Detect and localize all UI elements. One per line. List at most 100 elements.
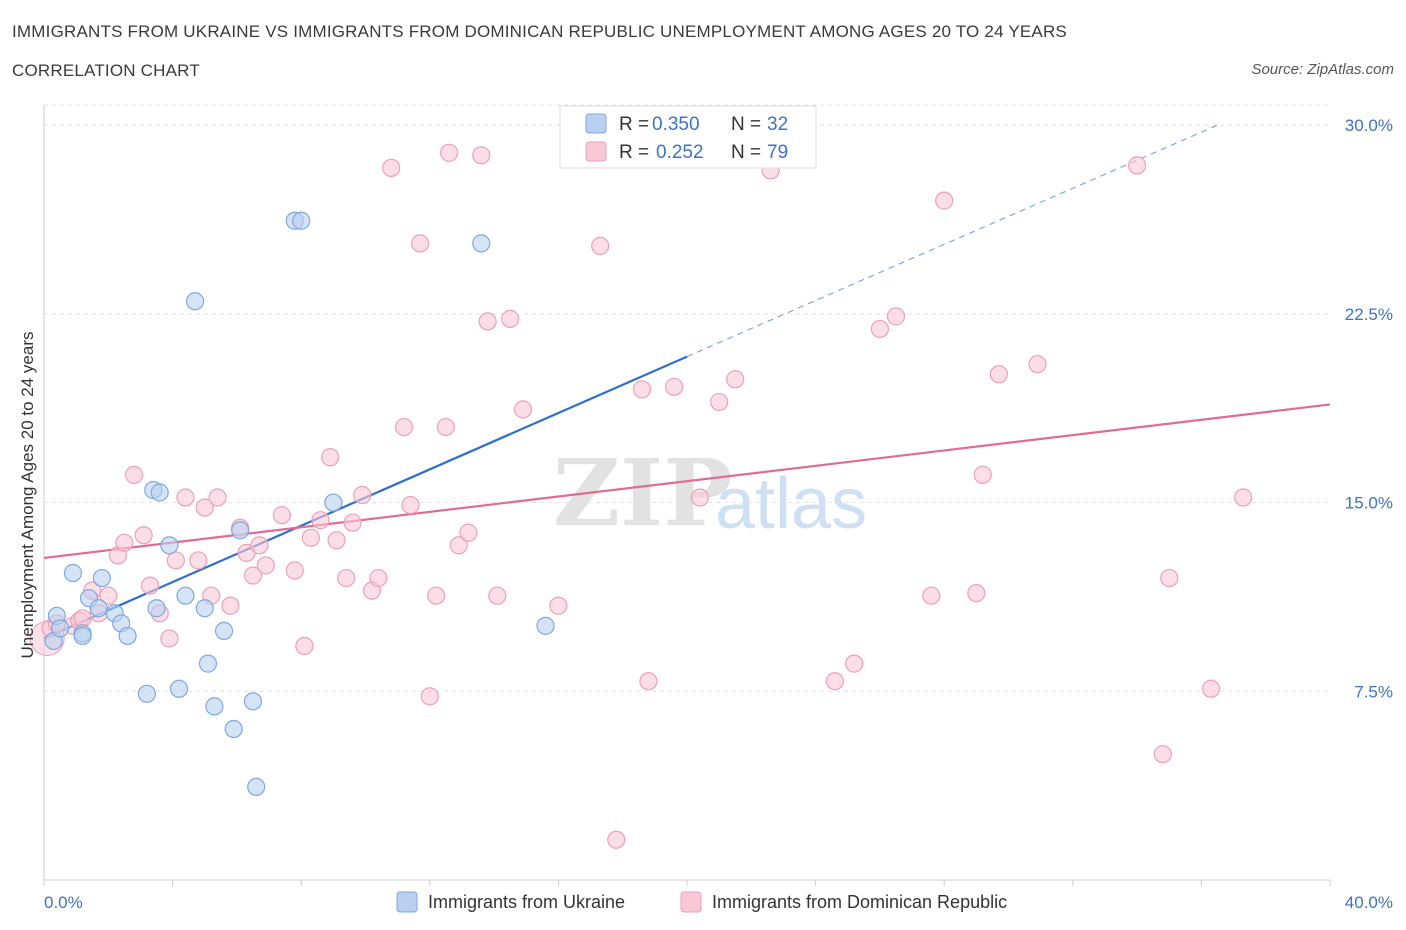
data-point-ukraine [292, 211, 311, 230]
data-point-dominican [140, 576, 160, 595]
data-point-dominican [922, 586, 941, 605]
trend-line-dominican [43, 403, 1331, 560]
data-point-ukraine [150, 483, 169, 502]
legend-n-label-ukraine: N = [731, 114, 761, 135]
data-point-dominican [549, 596, 568, 615]
data-point-ukraine [472, 234, 491, 253]
chart-subtitle: CORRELATION CHART [12, 61, 200, 80]
data-point-dominican [967, 584, 986, 603]
stats-legend: R = 0.350 N = 32 R = 0.252 N = 79 [559, 105, 817, 169]
data-point-dominican [973, 465, 992, 484]
data-point-dominican [427, 586, 446, 605]
legend-r-value-ukraine: 0.350 [652, 114, 700, 135]
chart-title: IMMIGRANTS FROM UKRAINE VS IMMIGRANTS FR… [12, 22, 1067, 41]
data-point-dominican [845, 654, 864, 673]
data-point-dominican [1153, 745, 1172, 764]
data-point-ukraine [118, 626, 137, 646]
legend-r-value-dominican: 0.252 [656, 142, 704, 163]
data-point-ukraine [147, 599, 166, 618]
trend-line-ukraine-extension [686, 124, 1218, 358]
data-point-dominican [189, 551, 208, 570]
x-tick-label-min: 0.0% [44, 893, 83, 912]
data-point-dominican [1234, 488, 1253, 507]
data-point-ukraine [89, 599, 108, 618]
data-point-dominican [327, 531, 346, 550]
data-point-dominican [369, 568, 388, 588]
data-point-dominican [436, 417, 455, 437]
data-point-dominican [710, 392, 729, 412]
data-point-dominican [825, 672, 844, 691]
data-point-dominican [272, 506, 292, 525]
data-point-dominican [488, 586, 507, 605]
data-point-ukraine [231, 521, 250, 540]
data-point-dominican [607, 830, 626, 849]
data-point-ukraine [186, 292, 205, 311]
data-point-ukraine [176, 586, 195, 605]
data-point-ukraine [198, 654, 218, 673]
data-point-ukraine [536, 616, 555, 635]
trend-lines [43, 124, 1331, 640]
legend-n-value-ukraine: 32 [767, 114, 788, 135]
y-axis-label: Unemployment Among Ages 20 to 24 years [18, 332, 37, 659]
legend-swatch-dominican [585, 141, 607, 162]
data-point-dominican [420, 687, 439, 706]
x-tick-label-max: 40.0% [1345, 893, 1393, 912]
data-point-dominican [295, 636, 314, 656]
data-point-dominican [989, 365, 1008, 384]
data-point-dominican [195, 498, 214, 517]
data-point-dominican [382, 158, 401, 178]
data-point-dominican [501, 309, 520, 328]
data-point-dominican [208, 488, 227, 507]
data-point-dominican [73, 609, 92, 628]
data-point-ukraine [247, 777, 266, 796]
legend-r-label-ukraine: R = [619, 114, 649, 135]
data-point-dominican [591, 236, 610, 256]
data-point-dominican [176, 488, 195, 507]
data-point-dominican [439, 143, 459, 162]
data-point-dominican [411, 234, 430, 253]
data-point-ukraine [224, 719, 243, 739]
data-point-dominican [115, 533, 134, 552]
y-tick-label-15: 15.0% [1345, 494, 1393, 513]
data-point-ukraine [63, 563, 83, 583]
watermark-atlas: atlas [715, 464, 867, 544]
data-point-ukraine [195, 599, 214, 618]
data-point-dominican [935, 191, 954, 210]
data-point-dominican [301, 528, 320, 547]
data-point-ukraine [50, 619, 70, 638]
series-legend-label-ukraine: Immigrants from Ukraine [428, 892, 625, 912]
series-legend-swatch-ukraine [396, 891, 418, 913]
data-point-dominican [243, 566, 263, 585]
legend-n-label-dominican: N = [731, 142, 761, 163]
data-point-dominican [459, 523, 478, 542]
data-point-ukraine [243, 692, 263, 711]
data-point-dominican [401, 495, 420, 515]
series-legend: Immigrants from Ukraine Immigrants from … [396, 891, 1007, 913]
legend-r-label-dominican: R = [619, 142, 649, 163]
data-point-dominican [478, 312, 497, 331]
data-point-ukraine [137, 684, 156, 703]
data-point-dominican [1160, 568, 1179, 588]
legend-swatch-ukraine [585, 113, 607, 134]
data-point-dominican [726, 370, 745, 389]
data-point-dominican [99, 586, 118, 605]
data-point-ukraine [205, 697, 224, 716]
chart-source: Source: ZipAtlas.com [1251, 61, 1394, 78]
data-point-dominican [134, 526, 153, 545]
data-point-ukraine [169, 679, 189, 698]
data-point-dominican [394, 417, 414, 437]
data-point-ukraine [92, 568, 111, 588]
data-point-dominican [160, 629, 179, 648]
y-tick-label-30: 30.0% [1345, 116, 1393, 135]
data-point-ukraine [324, 493, 343, 512]
data-point-dominican [337, 568, 356, 588]
series-legend-label-dominican: Immigrants from Dominican Republic [712, 892, 1007, 912]
data-point-ukraine [73, 626, 92, 646]
y-tick-label-22-5: 22.5% [1345, 305, 1393, 324]
data-point-dominican [665, 377, 684, 396]
data-point-dominican [639, 672, 658, 691]
data-point-dominican [472, 146, 491, 165]
data-point-dominican [256, 556, 275, 575]
data-point-dominican [321, 448, 340, 467]
